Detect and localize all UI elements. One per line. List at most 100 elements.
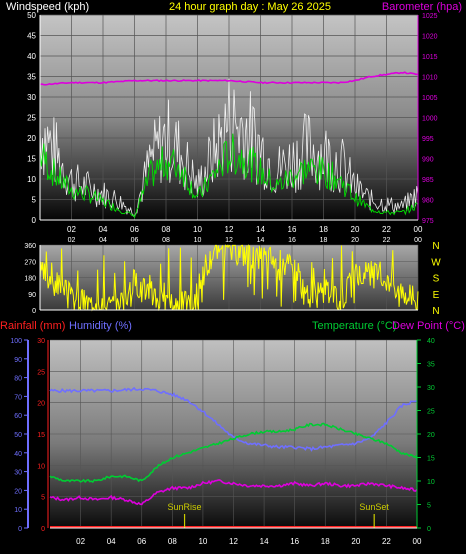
humidity-tick-label: 90 (14, 357, 22, 364)
humidity-axis-label: Humidity (%) (69, 320, 132, 332)
temperature-tick-label: 35 (427, 362, 435, 369)
temp-x-tick-label: 16 (290, 537, 299, 546)
rainfall-axis-label: Rainfall (mm) (0, 320, 65, 332)
temp-x-tick-label: 00 (413, 537, 422, 546)
compass-label: N (432, 306, 439, 317)
windspeed-axis-label: Windspeed (kph) (6, 1, 89, 13)
temperature-tick-label: 5 (427, 503, 431, 510)
barometer-tick-label: 985 (422, 177, 434, 184)
temperature-tick-label: 40 (427, 338, 435, 345)
temp-x-tick-label: 22 (382, 537, 391, 546)
temp-x-tick-label: 20 (351, 537, 360, 546)
temperature-tick-label: 20 (427, 432, 435, 439)
direction-x-tick-label: 20 (351, 237, 359, 244)
direction-x-tick-label: 00 (414, 237, 422, 244)
barometer-tick-label: 990 (422, 157, 434, 164)
temp-x-tick-label: 10 (198, 537, 207, 546)
barometer-tick-label: 995 (422, 136, 434, 143)
rain-tick-label: 0 (41, 526, 45, 533)
rain-tick-label: 30 (37, 338, 45, 345)
sunrise-label: SunRise (168, 502, 202, 512)
temperature-tick-label: 10 (427, 479, 435, 486)
direction-y-tick-label: 0 (32, 308, 36, 315)
humidity-series (49, 386, 418, 452)
wind-gust-series (39, 78, 419, 218)
wind-x-tick-label: 06 (130, 225, 139, 234)
wind-x-tick-label: 18 (319, 225, 328, 234)
humidity-tick-label: 0 (18, 526, 22, 533)
compass-label: E (433, 290, 440, 301)
wind-x-tick-label: 08 (162, 225, 171, 234)
temperature-tick-label: 15 (427, 456, 435, 463)
direction-x-tick-label: 12 (225, 237, 233, 244)
wind-y-tick-label: 45 (27, 32, 36, 41)
temp-x-tick-label: 18 (321, 537, 330, 546)
chart-title: 24 hour graph day : May 26 2025 (169, 1, 331, 13)
direction-x-tick-label: 08 (162, 237, 170, 244)
wind-y-tick-label: 30 (27, 93, 36, 102)
barometer-series (39, 71, 419, 86)
wind-y-tick-label: 10 (27, 175, 36, 184)
wind-y-tick-label: 0 (32, 216, 37, 225)
wind-x-tick-label: 02 (67, 225, 76, 234)
barometer-tick-label: 975 (422, 218, 434, 225)
barometer-tick-label: 1005 (422, 95, 438, 102)
barometer-axis-label: Barometer (hpa) (382, 1, 462, 13)
dewpoint-axis-label: Dew Point (°C) (392, 320, 465, 332)
direction-x-tick-label: 18 (320, 237, 328, 244)
humidity-tick-label: 20 (14, 488, 22, 495)
wind-y-tick-label: 50 (27, 11, 36, 20)
humidity-tick-label: 60 (14, 413, 22, 420)
rain-tick-label: 25 (37, 369, 45, 376)
wind-y-tick-label: 5 (32, 196, 37, 205)
barometer-tick-label: 1020 (422, 34, 438, 41)
temperature-axis-label: Temperature (°C) (312, 320, 396, 332)
temp-x-tick-label: 08 (168, 537, 177, 546)
wind-x-tick-label: 22 (382, 225, 391, 234)
barometer-tick-label: 1000 (422, 116, 438, 123)
direction-x-tick-label: 06 (131, 237, 139, 244)
temperature-tick-label: 25 (427, 409, 435, 416)
direction-y-tick-label: 360 (24, 243, 36, 250)
direction-x-tick-label: 14 (257, 237, 265, 244)
temperature-tick-label: 0 (427, 526, 431, 533)
wind-y-tick-label: 35 (27, 73, 36, 82)
humidity-tick-label: 80 (14, 376, 22, 383)
humidity-tick-label: 30 (14, 470, 22, 477)
barometer-tick-label: 980 (422, 198, 434, 205)
temperature-series (49, 422, 418, 484)
direction-x-tick-label: 10 (194, 237, 202, 244)
humidity-tick-label: 50 (14, 432, 22, 439)
temp-x-tick-label: 02 (76, 537, 85, 546)
sunset-label: SunSet (359, 502, 389, 512)
rain-tick-label: 20 (37, 401, 45, 408)
wind-y-tick-label: 40 (27, 52, 36, 61)
direction-y-tick-label: 180 (24, 276, 36, 283)
direction-x-tick-label: 22 (383, 237, 391, 244)
direction-x-tick-label: 04 (99, 237, 107, 244)
rain-tick-label: 15 (37, 432, 45, 439)
wind-x-tick-label: 04 (99, 225, 108, 234)
direction-x-tick-label: 02 (68, 237, 76, 244)
humidity-tick-label: 70 (14, 394, 22, 401)
dewpoint-series (49, 479, 418, 506)
wind-x-tick-label: 20 (351, 225, 360, 234)
wind-y-tick-label: 15 (27, 155, 36, 164)
compass-label: S (433, 274, 440, 285)
humidity-tick-label: 100 (10, 338, 22, 345)
temp-x-tick-label: 04 (107, 537, 116, 546)
barometer-tick-label: 1010 (422, 75, 438, 82)
direction-x-tick-label: 16 (288, 237, 296, 244)
wind-average-series (39, 133, 419, 219)
direction-y-tick-label: 90 (28, 292, 36, 299)
wind-x-tick-label: 14 (256, 225, 265, 234)
wind-x-tick-label: 12 (225, 225, 234, 234)
temp-x-tick-label: 12 (229, 537, 238, 546)
temp-x-tick-label: 06 (137, 537, 146, 546)
barometer-tick-label: 1025 (422, 13, 438, 20)
temperature-tick-label: 30 (427, 385, 435, 392)
rain-tick-label: 5 (41, 495, 45, 502)
rain-tick-label: 10 (37, 463, 45, 470)
compass-label: N (432, 241, 439, 252)
